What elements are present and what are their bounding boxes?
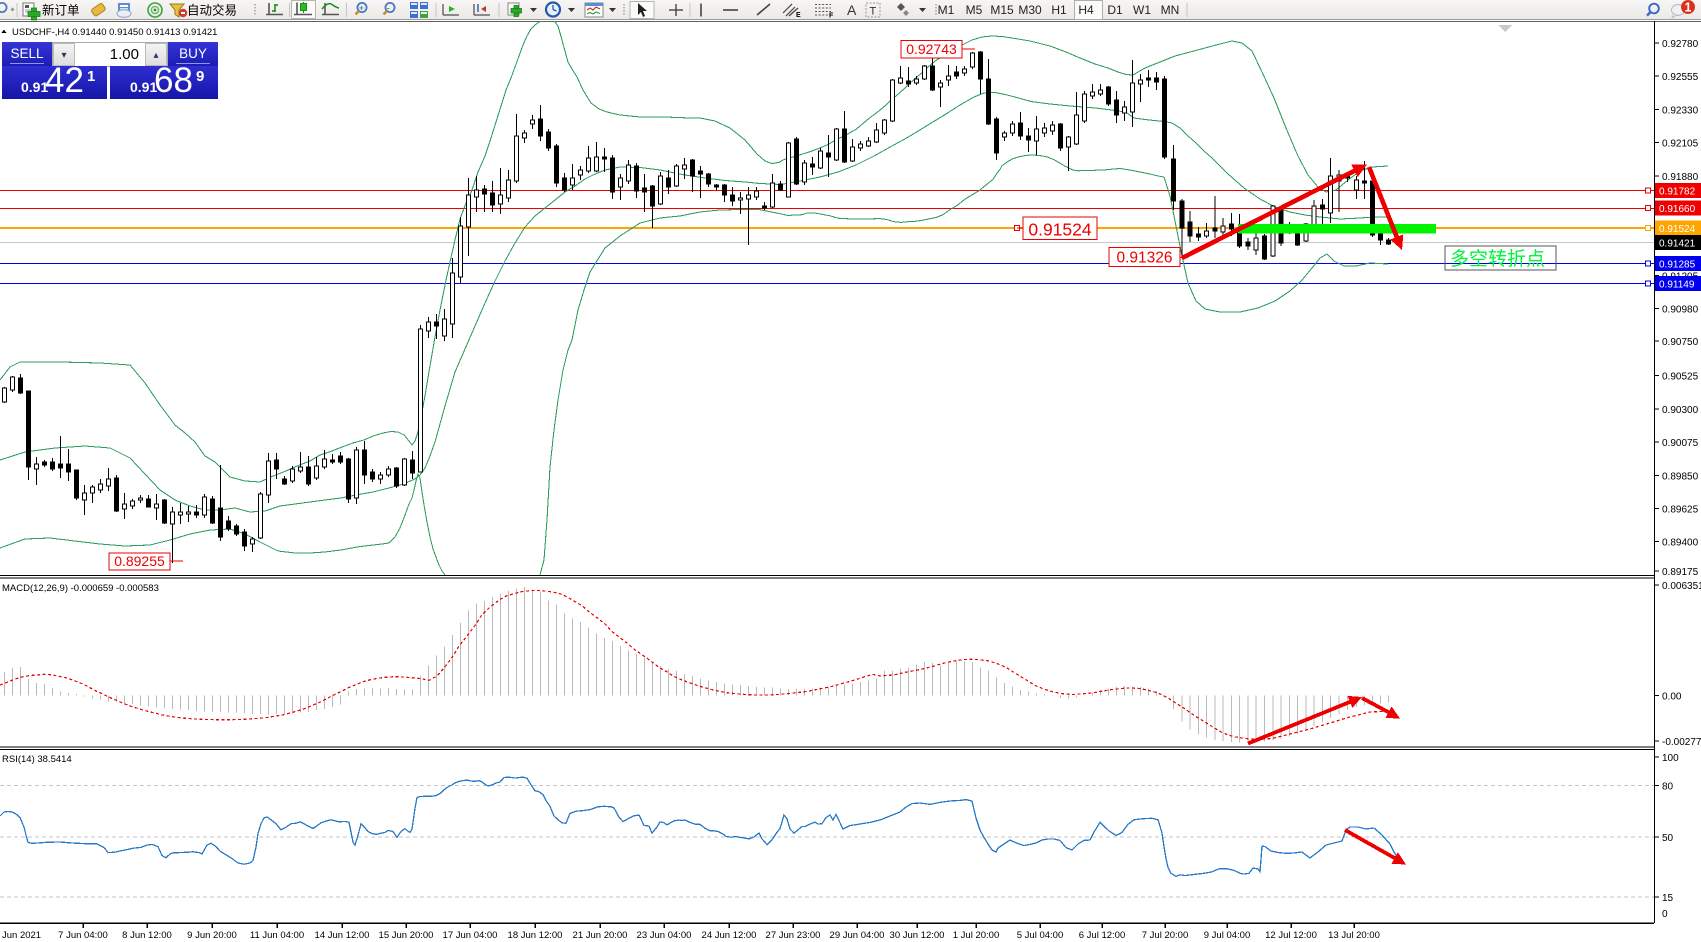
svg-text:15 Jun 20:00: 15 Jun 20:00: [379, 930, 434, 941]
svg-text:12 Jul 12:00: 12 Jul 12:00: [1265, 930, 1317, 941]
svg-text:15: 15: [1662, 893, 1674, 904]
svg-text:W1: W1: [1133, 3, 1151, 17]
svg-text:MN: MN: [1161, 3, 1180, 17]
svg-text:13 Jul 20:00: 13 Jul 20:00: [1328, 930, 1380, 941]
svg-text:0.90980: 0.90980: [1662, 305, 1699, 316]
svg-text:自动交易: 自动交易: [187, 3, 237, 18]
svg-text:T: T: [870, 6, 877, 18]
svg-text:0.91326: 0.91326: [1116, 250, 1172, 267]
svg-text:0.91149: 0.91149: [1659, 280, 1695, 291]
svg-text:0.91421: 0.91421: [1659, 239, 1696, 250]
svg-text:23 Jun 04:00: 23 Jun 04:00: [637, 930, 692, 941]
svg-text:0.90750: 0.90750: [1662, 337, 1699, 348]
svg-text:0.91524: 0.91524: [1659, 224, 1696, 235]
svg-text:F: F: [829, 13, 834, 20]
svg-text:0.92780: 0.92780: [1662, 39, 1699, 50]
svg-text:E: E: [796, 12, 801, 19]
svg-text:H4: H4: [1078, 3, 1094, 17]
svg-text:A: A: [847, 2, 857, 18]
svg-text:21 Jun 20:00: 21 Jun 20:00: [573, 930, 628, 941]
svg-text:多空转折点: 多空转折点: [1450, 248, 1545, 270]
svg-text:Jun 2021: Jun 2021: [2, 930, 41, 941]
svg-text:0: 0: [1662, 909, 1668, 920]
svg-text:14 Jun 12:00: 14 Jun 12:00: [315, 930, 370, 941]
svg-text:M30: M30: [1018, 3, 1042, 17]
svg-text:1 Jul 20:00: 1 Jul 20:00: [953, 930, 999, 941]
svg-text:18 Jun 12:00: 18 Jun 12:00: [508, 930, 563, 941]
svg-text:M5: M5: [966, 3, 983, 17]
svg-text:0.006351: 0.006351: [1662, 581, 1701, 592]
svg-text:0.90300: 0.90300: [1662, 405, 1699, 416]
svg-text:0.90075: 0.90075: [1662, 438, 1699, 449]
svg-text:30 Jun 12:00: 30 Jun 12:00: [890, 930, 945, 941]
svg-text:9 Jun 20:00: 9 Jun 20:00: [187, 930, 237, 941]
svg-text:24 Jun 12:00: 24 Jun 12:00: [702, 930, 757, 941]
svg-text:0.91524: 0.91524: [1028, 220, 1092, 240]
svg-text:RSI(14) 38.5414: RSI(14) 38.5414: [2, 754, 72, 765]
svg-text:6 Jul 12:00: 6 Jul 12:00: [1079, 930, 1125, 941]
svg-text:0.89175: 0.89175: [1662, 567, 1699, 578]
svg-text:+: +: [359, 4, 364, 13]
svg-text:M15: M15: [990, 3, 1014, 17]
svg-text:0.91660: 0.91660: [1659, 204, 1696, 215]
svg-text:0.91782: 0.91782: [1659, 186, 1696, 197]
svg-text:8 Jun 12:00: 8 Jun 12:00: [122, 930, 172, 941]
svg-text:USDCHF-,H4 0.91440 0.91450 0.: USDCHF-,H4 0.91440 0.91450 0.91413 0.914…: [12, 27, 217, 38]
svg-text:MACD(12,26,9) -0.000659 -0.000: MACD(12,26,9) -0.000659 -0.000583: [2, 583, 159, 594]
svg-text:-: -: [387, 4, 390, 13]
svg-text:0.89850: 0.89850: [1662, 471, 1699, 482]
svg-text:0.00: 0.00: [1662, 692, 1682, 703]
svg-text:29 Jun 04:00: 29 Jun 04:00: [830, 930, 885, 941]
svg-text:H1: H1: [1051, 3, 1067, 17]
svg-text:0.89625: 0.89625: [1662, 505, 1699, 516]
svg-text:0.92555: 0.92555: [1662, 72, 1699, 83]
svg-text:0.89400: 0.89400: [1662, 538, 1699, 549]
svg-text:1: 1: [1685, 1, 1692, 15]
svg-text:M1: M1: [938, 3, 955, 17]
svg-text:80: 80: [1662, 782, 1674, 793]
svg-text:0.92743: 0.92743: [906, 41, 957, 57]
svg-text:0.92105: 0.92105: [1662, 139, 1699, 150]
svg-text:11 Jun 04:00: 11 Jun 04:00: [250, 930, 304, 941]
svg-text:100: 100: [1662, 753, 1679, 764]
svg-text:-0.002779: -0.002779: [1662, 737, 1701, 748]
svg-text:新订单: 新订单: [42, 3, 80, 18]
svg-text:0.90525: 0.90525: [1662, 372, 1699, 383]
svg-text:0.89255: 0.89255: [114, 553, 165, 569]
svg-text:0.92330: 0.92330: [1662, 105, 1699, 116]
svg-text:D1: D1: [1107, 3, 1123, 17]
svg-text:27 Jun 23:00: 27 Jun 23:00: [766, 930, 821, 941]
svg-text:7 Jul 20:00: 7 Jul 20:00: [1142, 930, 1188, 941]
svg-text:9 Jul 04:00: 9 Jul 04:00: [1204, 930, 1250, 941]
svg-text:7 Jun 04:00: 7 Jun 04:00: [58, 930, 108, 941]
svg-text:0.91880: 0.91880: [1662, 172, 1699, 183]
svg-text:0.91285: 0.91285: [1659, 260, 1696, 271]
svg-text:5 Jul 04:00: 5 Jul 04:00: [1017, 930, 1063, 941]
svg-text:17 Jun 04:00: 17 Jun 04:00: [443, 930, 498, 941]
svg-text:50: 50: [1662, 833, 1674, 844]
